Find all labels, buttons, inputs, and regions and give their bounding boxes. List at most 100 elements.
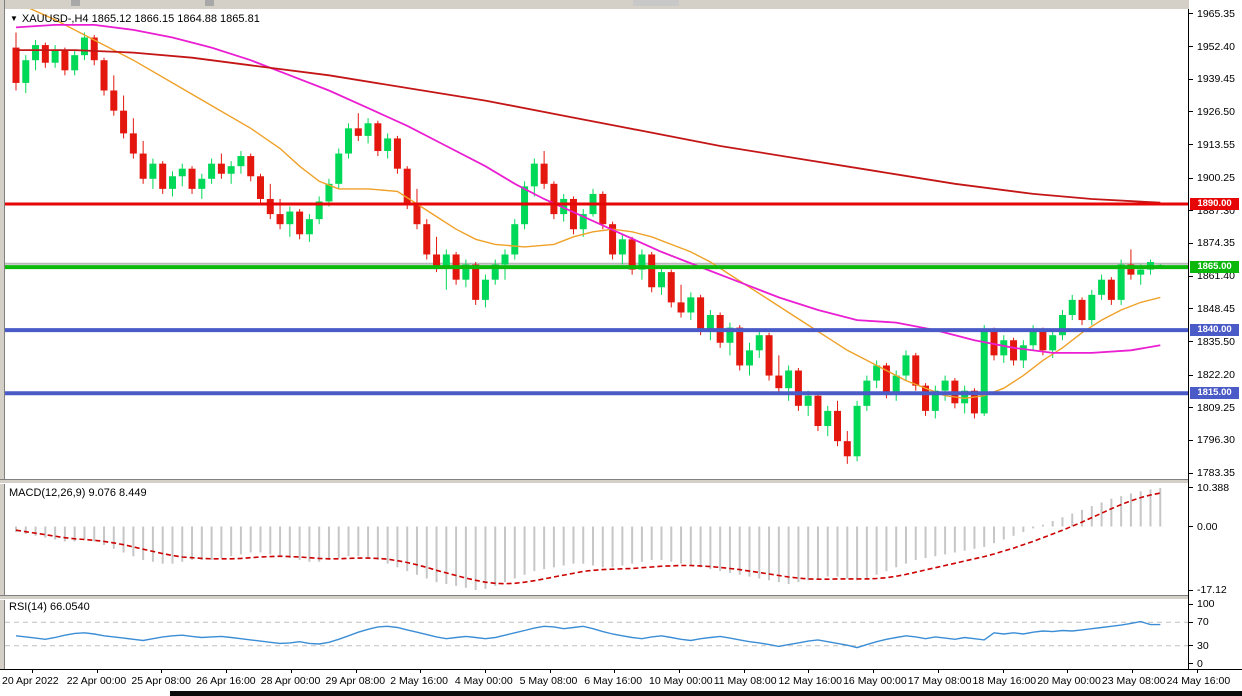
time-tick-mark [96, 670, 98, 673]
hline-price-tag: 1815.00 [1190, 387, 1239, 400]
hline-price-tag: 1890.00 [1190, 198, 1239, 210]
time-tick-label: 20 Apr 2022 [2, 675, 59, 687]
time-tick-mark [808, 670, 810, 673]
price-tick-mark [1188, 177, 1193, 179]
time-tick-mark [226, 670, 228, 673]
price-tick-label: 1900.25 [1197, 172, 1235, 185]
time-tick-label: 18 May 16:00 [972, 675, 1037, 687]
rsi-canvas[interactable] [5, 600, 1188, 669]
time-tick-label: 12 May 16:00 [778, 675, 843, 687]
time-tick-label: 24 May 16:00 [1166, 675, 1231, 687]
time-tick-label: 17 May 08:00 [907, 675, 972, 687]
rsi-tick-label: 0 [1197, 657, 1203, 670]
time-tick-mark [937, 670, 939, 673]
toolbar-remnant [205, 0, 214, 6]
macd-canvas[interactable] [5, 484, 1188, 595]
time-tick-mark [355, 670, 357, 673]
time-tick-label: 10 May 00:00 [649, 675, 713, 687]
axis-border [1188, 9, 1189, 669]
price-tick-mark [1188, 341, 1193, 342]
time-tick-mark [679, 670, 680, 673]
macd-indicator-label: MACD(12,26,9) 9.076 8.449 [9, 487, 147, 499]
time-tick-label: 6 May 16:00 [584, 675, 643, 687]
price-tick-mark [1188, 407, 1193, 409]
time-tick-mark [161, 670, 163, 673]
macd-tick-label: -17.12 [1197, 584, 1227, 597]
price-tick-label: 1952.40 [1197, 40, 1235, 53]
price-tick-label: 1848.45 [1197, 302, 1235, 315]
time-tick-mark [1002, 670, 1004, 673]
time-tick-mark [290, 670, 292, 673]
panel-splitter[interactable] [0, 595, 1188, 600]
price-tick-mark [1188, 210, 1193, 212]
symbol-ohlc-readout: ▼ XAUUSD-,H4 1865.12 1866.15 1864.88 1865… [10, 13, 260, 25]
rsi-tick-mark [1188, 621, 1193, 623]
price-tick-mark [1188, 13, 1193, 15]
window-top-edge [0, 0, 1242, 9]
rsi-indicator-label: RSI(14) 66.0540 [9, 601, 90, 613]
hline-price-tag: 1865.00 [1190, 261, 1239, 274]
time-tick-label: 16 May 00:00 [843, 675, 907, 687]
macd-tick-mark [1188, 487, 1193, 489]
time-tick-mark [1131, 670, 1133, 673]
rsi-tick-label: 30 [1197, 639, 1209, 652]
price-tick-label: 1926.50 [1197, 105, 1235, 118]
price-tick-label: 1783.35 [1197, 467, 1235, 480]
rsi-tick-mark [1188, 645, 1193, 647]
time-tick-label: 2 May 16:00 [390, 675, 448, 687]
time-tick-label: 23 May 08:00 [1101, 675, 1166, 687]
price-tick-label: 1874.35 [1197, 237, 1235, 250]
price-tick-mark [1188, 46, 1193, 48]
time-tick-mark [743, 670, 745, 673]
taskbar-strip [170, 691, 1242, 696]
price-tick-mark [1188, 111, 1193, 113]
panel-splitter[interactable] [0, 479, 1188, 484]
price-tick-mark [1188, 242, 1193, 244]
macd-tick-mark [1188, 589, 1193, 591]
macd-panel [5, 484, 1188, 595]
price-chart-canvas[interactable] [5, 9, 1188, 480]
time-tick-label: 20 May 00:00 [1037, 675, 1101, 687]
time-tick-label: 4 May 00:00 [454, 675, 513, 687]
price-tick-mark [1188, 472, 1193, 474]
price-tick-label: 1965.35 [1197, 7, 1235, 20]
toolbar-remnant [633, 0, 679, 6]
time-tick-mark [32, 670, 33, 673]
rsi-tick-mark [1188, 663, 1193, 664]
rsi-tick-label: 70 [1197, 616, 1209, 629]
toolbar-remnant [71, 0, 80, 6]
time-tick-mark [614, 670, 616, 673]
symbol-ohlc-text: XAUUSD-,H4 1865.12 1866.15 1864.88 1865.… [21, 13, 260, 25]
symbol-dropdown-icon[interactable]: ▼ [10, 14, 18, 23]
time-tick-label: 29 Apr 08:00 [325, 675, 386, 687]
window-left-edge [0, 0, 5, 691]
hline-price-tag: 1840.00 [1190, 324, 1239, 337]
price-tick-label: 1835.50 [1197, 335, 1235, 348]
price-tick-mark [1188, 374, 1193, 376]
macd-tick-mark [1188, 526, 1193, 528]
time-tick-mark [1067, 670, 1069, 673]
price-tick-mark [1188, 78, 1193, 80]
time-tick-label: 22 Apr 00:00 [66, 675, 127, 687]
macd-tick-label: 10.388 [1197, 481, 1230, 494]
time-tick-mark [1196, 670, 1198, 673]
time-scale[interactable]: 20 Apr 2022 22 Apr 00:00 25 Apr 08:00 26 Ap… [0, 669, 1242, 692]
price-tick-label: 1913.55 [1197, 138, 1235, 151]
rsi-panel [5, 600, 1188, 669]
price-chart-panel [5, 9, 1188, 480]
time-tick-mark [873, 670, 875, 673]
time-tick-label: 28 Apr 00:00 [260, 675, 321, 687]
price-tick-mark [1188, 439, 1193, 441]
rsi-tick-label: 100 [1197, 598, 1215, 611]
macd-tick-label: 0.00 [1197, 520, 1218, 533]
time-tick-mark [484, 670, 486, 673]
rsi-tick-mark [1188, 603, 1193, 605]
price-tick-label: 1796.30 [1197, 434, 1235, 447]
price-scale[interactable]: 1965.35 1952.40 1939.45 1926.50 1913.55 1900.… [1188, 0, 1242, 691]
price-tick-mark [1188, 275, 1193, 277]
price-tick-mark [1188, 308, 1193, 310]
time-tick-mark [420, 670, 422, 673]
price-tick-label: 1809.25 [1197, 401, 1235, 414]
time-tick-label: 25 Apr 08:00 [131, 675, 191, 687]
